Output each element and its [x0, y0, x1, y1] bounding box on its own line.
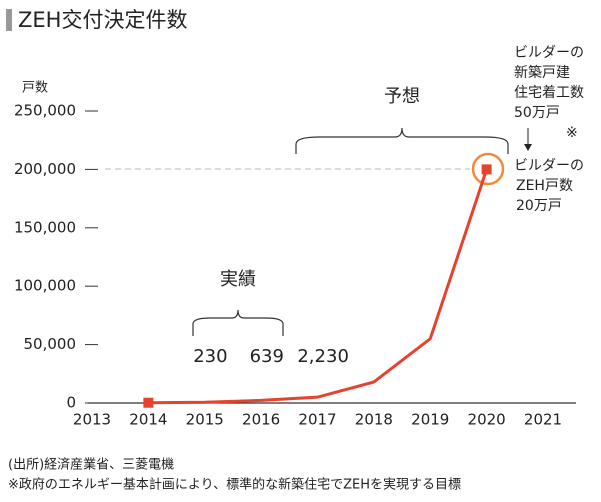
- x-tick-label: 2014: [129, 411, 167, 429]
- annotation: 新築戸建: [514, 65, 570, 81]
- annotation: 20万戸: [516, 198, 562, 214]
- data-label: 230: [193, 346, 227, 367]
- annotation: ビルダーの: [514, 45, 584, 61]
- y-tick-label: 200,000: [14, 160, 76, 178]
- data-label: 639: [250, 346, 284, 367]
- x-tick-label: 2018: [355, 411, 393, 429]
- x-tick-label: 2016: [242, 411, 280, 429]
- highlight-circle: [471, 152, 505, 186]
- x-tick-label: 2017: [298, 411, 336, 429]
- asterisk: ※: [566, 125, 578, 141]
- actual-label: 実績: [220, 269, 256, 290]
- y-tick-label: 100,000: [14, 277, 76, 295]
- annotation: 50万戸: [514, 105, 560, 121]
- annotation: ZEH戸数: [516, 178, 573, 194]
- chart-title: ZEH交付決定件数: [18, 8, 187, 32]
- line: [148, 168, 489, 405]
- annotation: ビルダーの: [514, 158, 584, 174]
- x-tick-label: 2013: [73, 411, 111, 429]
- y-tick-label: 250,000: [14, 102, 76, 120]
- actual-brace: [192, 309, 284, 336]
- title-bar: [6, 9, 12, 31]
- data-label: 2,230: [297, 346, 349, 367]
- forecast-brace: [295, 127, 509, 154]
- y-tick-label: 0: [66, 394, 76, 412]
- forecast-label: 予想: [384, 86, 420, 107]
- x-tick-label: 2021: [524, 411, 562, 429]
- arrow-head: [524, 144, 532, 151]
- annotation: 住宅着工数: [514, 85, 584, 101]
- x-tick-label: 2019: [411, 411, 449, 429]
- marker: [143, 397, 154, 408]
- footnote: (出所)経済産業省、三菱電機: [8, 457, 174, 473]
- y-tick-label: 150,000: [14, 218, 76, 236]
- footnote: ※政府のエネルギー基本計画により、標準的な新築住宅でZEHを実現する目標: [8, 477, 461, 493]
- y-axis-label: 戸数: [22, 81, 48, 96]
- x-tick-label: 2020: [468, 411, 506, 429]
- marker: [481, 164, 492, 175]
- x-tick-label: 2015: [186, 411, 224, 429]
- y-tick-label: 50,000: [24, 335, 77, 353]
